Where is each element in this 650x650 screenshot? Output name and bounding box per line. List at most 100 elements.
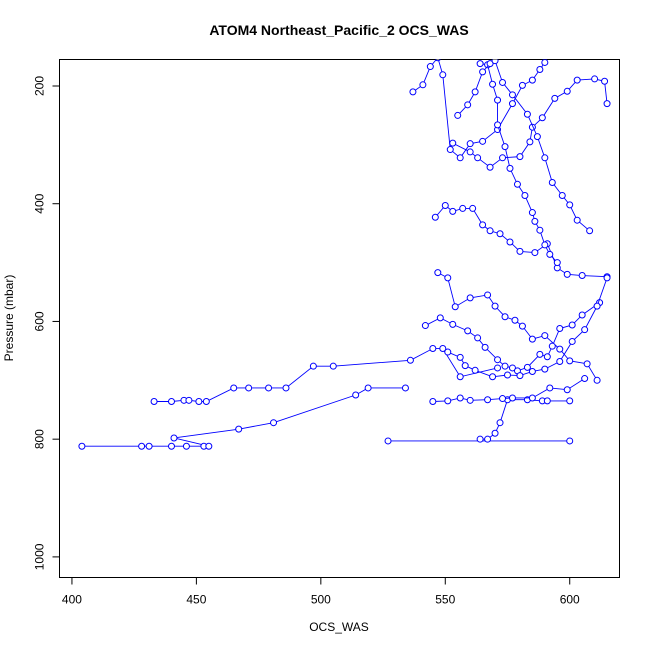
data-point — [245, 384, 253, 392]
data-point — [426, 63, 434, 71]
data-point — [441, 201, 449, 209]
data-point — [494, 121, 502, 129]
data-point — [543, 397, 551, 405]
data-point — [282, 384, 290, 392]
data-point — [419, 81, 427, 89]
data-point — [496, 230, 504, 238]
data-point — [578, 311, 586, 319]
data-point — [556, 345, 564, 353]
data-point — [364, 384, 372, 392]
series-13 — [454, 59, 594, 235]
series-line — [434, 204, 608, 278]
data-point — [499, 78, 507, 86]
data-point — [508, 394, 516, 402]
data-point — [182, 442, 190, 450]
data-point — [573, 216, 581, 224]
series-1 — [78, 384, 409, 450]
data-point — [523, 110, 531, 118]
data-point — [508, 91, 516, 99]
data-point — [466, 396, 474, 404]
data-point — [486, 163, 494, 171]
data-point — [528, 367, 536, 375]
data-point — [170, 434, 178, 442]
data-point — [603, 274, 611, 282]
data-point — [384, 437, 392, 445]
x-tick-label: 550 — [435, 593, 455, 607]
data-point — [431, 213, 439, 221]
data-point — [484, 396, 492, 404]
data-point — [456, 373, 464, 381]
data-point — [586, 227, 594, 235]
data-point — [439, 71, 447, 79]
series-line — [425, 302, 600, 372]
data-point — [499, 154, 507, 162]
data-point — [439, 345, 447, 353]
data-point — [456, 154, 464, 162]
data-point — [518, 81, 526, 89]
data-point — [429, 345, 437, 353]
data-point — [185, 396, 193, 404]
data-point — [352, 391, 360, 399]
data-point — [528, 394, 536, 402]
data-point — [536, 66, 544, 74]
data-point — [573, 76, 581, 84]
series-line — [432, 378, 585, 402]
data-point — [464, 327, 472, 335]
chart-title: ATOM4 Northeast_Pacific_2 OCS_WAS — [209, 22, 468, 38]
data-point — [150, 398, 158, 405]
data-point — [444, 348, 452, 356]
data-point — [466, 148, 474, 156]
data-point — [486, 60, 494, 68]
data-point — [541, 59, 549, 66]
data-point — [591, 75, 599, 83]
series-7 — [449, 75, 611, 171]
data-point — [474, 154, 482, 162]
data-point — [593, 376, 601, 384]
data-point — [518, 322, 526, 330]
series-line — [154, 348, 498, 402]
data-point — [449, 139, 457, 147]
data-point — [601, 77, 609, 85]
data-point — [531, 217, 539, 225]
x-tick-label: 450 — [186, 593, 206, 607]
data-point — [436, 314, 444, 322]
data-point — [466, 294, 474, 302]
data-point — [474, 334, 482, 342]
data-point — [583, 360, 591, 368]
data-point — [195, 398, 203, 405]
data-point — [543, 353, 551, 361]
data-point — [516, 153, 524, 161]
data-point — [476, 60, 484, 68]
data-point — [459, 204, 467, 212]
data-point — [581, 375, 589, 383]
data-point — [494, 356, 502, 364]
data-point — [168, 442, 175, 450]
data-point — [536, 350, 544, 358]
data-point — [551, 94, 559, 102]
data-point — [491, 429, 499, 437]
data-point — [406, 356, 414, 364]
y-axis-label: Pressure (mbar) — [2, 275, 16, 362]
data-point — [145, 442, 153, 450]
data-point — [578, 272, 586, 280]
data-point — [270, 419, 278, 427]
data-point — [566, 437, 574, 445]
series-line — [412, 59, 546, 159]
data-point — [533, 133, 541, 141]
y-tick-label: 1000 — [33, 543, 47, 570]
series-6 — [409, 59, 549, 162]
data-point — [466, 140, 474, 148]
data-point — [504, 371, 511, 379]
data-point — [506, 164, 514, 172]
data-point — [446, 146, 454, 154]
series-11 — [444, 274, 611, 381]
data-point — [202, 398, 210, 405]
data-point — [501, 313, 509, 321]
data-point — [528, 76, 536, 84]
data-point — [456, 353, 464, 361]
data-point — [451, 303, 459, 311]
data-point — [566, 201, 574, 209]
data-point — [444, 397, 452, 405]
series-9 — [434, 269, 601, 384]
